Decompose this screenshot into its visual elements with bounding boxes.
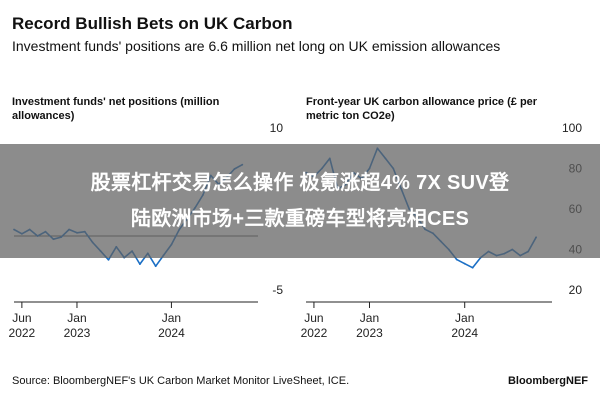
brand-logo-text: BloombergNEF xyxy=(507,375,588,387)
right-x-tick-label: Jan xyxy=(360,311,379,325)
right-x-tick-label: 2023 xyxy=(356,326,383,340)
right-y-tick-label: 100 xyxy=(562,121,582,135)
left-chart-title: Investment funds' net positions (million… xyxy=(12,96,220,122)
right-data-point xyxy=(471,266,474,269)
left-x-tick-label: Jan xyxy=(67,311,86,325)
left-data-point xyxy=(139,263,141,265)
right-y-tick-label: 20 xyxy=(569,283,583,297)
right-x-tick-label: Jun xyxy=(304,311,323,325)
right-x-tick-label: Jan xyxy=(455,311,474,325)
right-x-tick-label: 2022 xyxy=(301,326,328,340)
right-data-point xyxy=(455,258,458,261)
overlay-banner xyxy=(0,144,600,258)
right-chart-title: Front-year UK carbon allowance price (£ … xyxy=(306,96,538,122)
left-y-tick-label: -5 xyxy=(272,283,283,297)
overlay-headline[interactable]: 股票杠杆交易怎么操作 极氪涨超4% 7X SUV登 陆欧洲市场+三款重磅车型将亮… xyxy=(90,172,510,230)
left-data-point xyxy=(154,265,157,268)
source-note: Source: BloombergNEF's UK Carbon Market … xyxy=(12,375,350,387)
right-x-tick-label: 2024 xyxy=(451,326,478,340)
left-x-tick-label: 2022 xyxy=(9,326,36,340)
left-x-tick-label: 2023 xyxy=(64,326,91,340)
page-subtitle: Investment funds' positions are 6.6 mill… xyxy=(12,38,501,54)
left-x-tick-label: Jan xyxy=(162,311,181,325)
left-x-tick-label: 2024 xyxy=(158,326,185,340)
left-data-point xyxy=(107,258,110,261)
left-y-tick-label: 10 xyxy=(270,121,284,135)
left-x-tick-label: Jun xyxy=(12,311,31,325)
page-title: Record Bullish Bets on UK Carbon xyxy=(12,14,293,33)
right-data-point xyxy=(463,262,466,265)
